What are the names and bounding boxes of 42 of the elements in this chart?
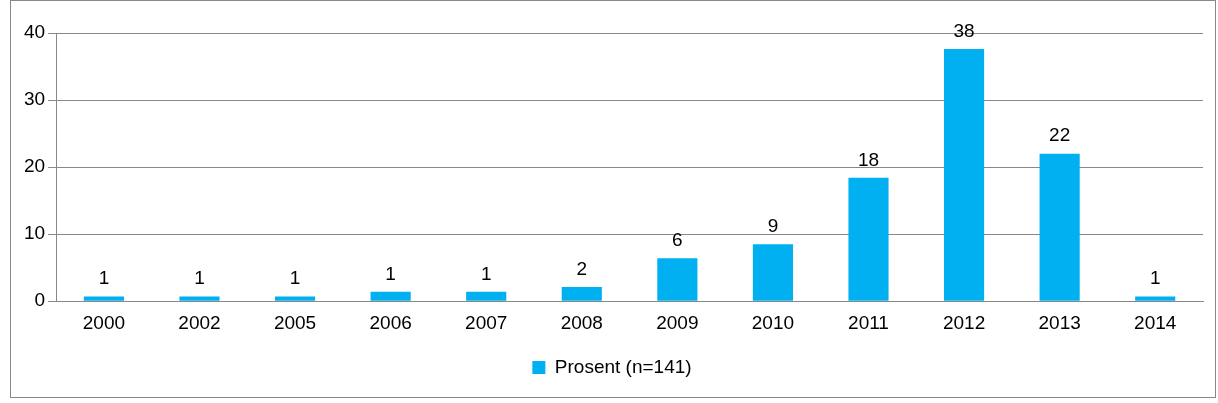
data-label: 2 (576, 257, 588, 279)
bar (1135, 296, 1176, 301)
x-tick-label: 2011 (848, 311, 889, 333)
data-label: 22 (1049, 124, 1071, 146)
y-tick-label: 30 (23, 88, 46, 110)
bar (752, 244, 793, 301)
data-label: 6 (672, 229, 683, 251)
bar (274, 296, 316, 301)
x-tick-label: 2006 (369, 311, 412, 333)
bar (848, 177, 889, 301)
bar (466, 291, 507, 301)
data-label: 1 (385, 262, 396, 284)
y-tick-label: 0 (34, 289, 46, 311)
bar (657, 258, 698, 301)
data-label: 1 (194, 267, 205, 289)
x-tick-label: 2013 (1038, 311, 1081, 333)
bar (179, 296, 220, 301)
x-tick-label: 2009 (656, 311, 699, 333)
x-tick-label: 2014 (1134, 311, 1177, 333)
x-tick-label: 2002 (178, 311, 221, 333)
y-tick-label: 10 (23, 222, 46, 244)
data-label: 1 (1149, 267, 1161, 289)
data-label: 1 (98, 267, 110, 289)
x-tick-label: 2007 (465, 311, 508, 333)
x-tick-label: 2012 (942, 311, 986, 333)
x-tick-label: 2005 (273, 311, 317, 333)
data-label: 1 (480, 262, 492, 284)
data-label: 9 (767, 214, 779, 236)
x-tick-label: 2008 (560, 311, 603, 333)
data-label: 1 (289, 267, 301, 289)
x-tick-label: 2000 (82, 311, 126, 333)
x-tick-label: 2010 (751, 311, 795, 333)
bar (83, 296, 124, 301)
data-label: 18 (857, 148, 880, 170)
y-tick-label: 40 (23, 21, 46, 43)
legend-label: Prosent (n=141) (554, 355, 692, 377)
bar (370, 291, 411, 301)
bar (944, 49, 985, 301)
bar (1039, 153, 1080, 301)
y-tick-label: 20 (23, 155, 46, 177)
data-label: 38 (953, 19, 975, 41)
bar (561, 287, 602, 301)
